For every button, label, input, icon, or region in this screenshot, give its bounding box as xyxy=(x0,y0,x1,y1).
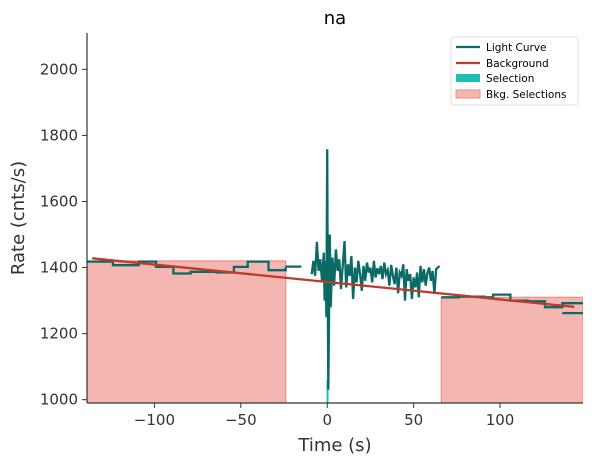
chart-title: na xyxy=(324,8,346,29)
selection-region xyxy=(326,379,329,403)
x-tick-label: −50 xyxy=(225,411,257,429)
background-fit-line xyxy=(92,257,575,309)
legend-label-background: Background xyxy=(486,58,549,70)
ticks: −100 −50 0 50 100 1000 1200 1400 1600 1800 2000 xyxy=(40,60,515,429)
legend: Light Curve Background Selection Bkg. Se… xyxy=(450,36,579,106)
plot-clip-group xyxy=(87,149,583,403)
y-tick-label: 2000 xyxy=(40,60,78,78)
legend-swatch-selection xyxy=(456,74,480,82)
x-tick-label: −100 xyxy=(134,411,175,429)
legend-label-selection: Selection xyxy=(486,73,534,85)
x-tick-label: 0 xyxy=(322,411,332,429)
y-tick-label: 1000 xyxy=(40,391,78,409)
y-tick-label: 1400 xyxy=(40,259,78,277)
legend-label-bkg-selections: Bkg. Selections xyxy=(486,89,566,101)
light-curve-segment-3 xyxy=(310,149,441,390)
y-tick-label: 1800 xyxy=(40,126,78,144)
bkg-selection-region-2 xyxy=(440,296,583,403)
plot-area xyxy=(87,149,583,403)
legend-label-light-curve: Light Curve xyxy=(486,42,547,54)
x-axis-title: Time (s) xyxy=(297,435,371,456)
x-tick-label: 100 xyxy=(486,411,515,429)
x-tick-label: 50 xyxy=(404,411,423,429)
y-tick-label: 1200 xyxy=(40,325,78,343)
y-tick-label: 1600 xyxy=(40,192,78,210)
bkg-selection-region-1 xyxy=(87,260,287,403)
y-axis-title: Rate (cnts/s) xyxy=(8,161,29,275)
legend-swatch-bkg-selections xyxy=(455,89,481,99)
legend-frame xyxy=(450,36,579,106)
